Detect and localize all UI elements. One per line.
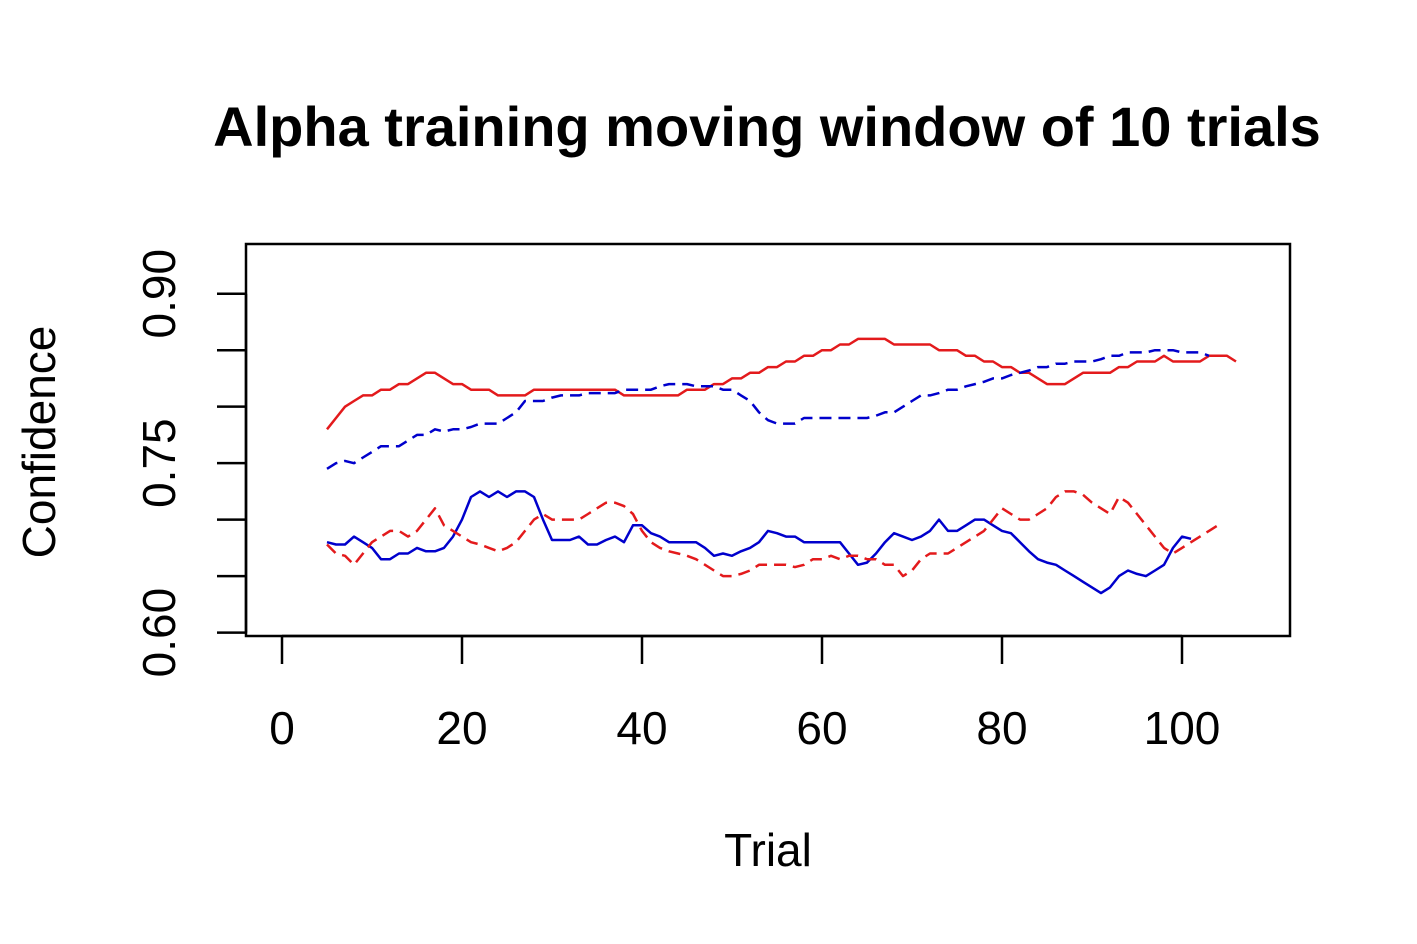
y-tick-label: 0.75 xyxy=(133,418,185,508)
x-tick-label: 100 xyxy=(1144,702,1221,754)
y-tick-label: 0.60 xyxy=(133,588,185,678)
series-line-1 xyxy=(326,337,1237,431)
y-axis: 0.60 0.75 0.90 xyxy=(133,249,248,678)
chart-title: Alpha training moving window of 10 trial… xyxy=(213,95,1321,158)
x-axis-label: Trial xyxy=(724,824,812,876)
plot-frame xyxy=(244,242,1292,638)
x-tick-label: 60 xyxy=(796,702,847,754)
y-tick-label: 0.90 xyxy=(133,249,185,339)
series-line-3 xyxy=(326,490,1192,595)
x-tick-label: 40 xyxy=(616,702,667,754)
x-tick-label: 0 xyxy=(269,702,295,754)
y-axis-label: Confidence xyxy=(13,326,65,559)
series-line-4 xyxy=(326,490,1219,578)
series-group xyxy=(326,337,1237,595)
x-tick-label: 20 xyxy=(436,702,487,754)
series-line-2 xyxy=(326,348,1210,470)
x-axis: 0 20 40 60 80 100 xyxy=(269,634,1221,754)
x-tick-label: 80 xyxy=(976,702,1027,754)
